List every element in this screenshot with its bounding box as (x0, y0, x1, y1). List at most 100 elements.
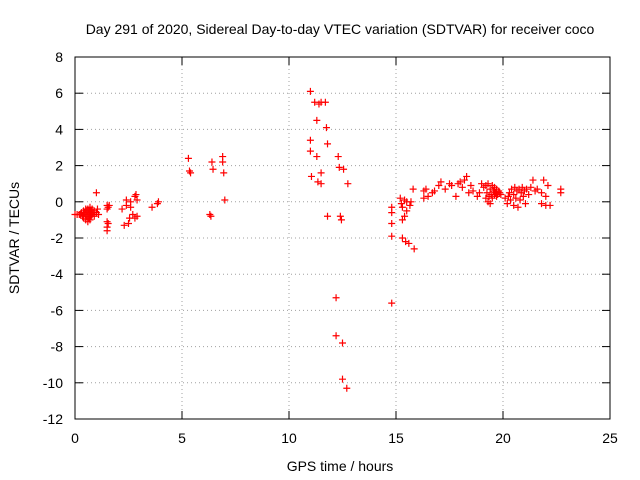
data-point (452, 192, 460, 200)
data-point (208, 158, 216, 166)
data-point (483, 189, 491, 197)
x-tick-label: 20 (495, 430, 511, 446)
y-tick-label: -10 (43, 375, 63, 391)
y-tick-label: 6 (55, 85, 63, 101)
data-point (184, 154, 192, 162)
y-tick-labels: -12 -10 -8 -6 -4 -2 0 2 4 6 8 (43, 49, 63, 427)
x-axis-label: GPS time / hours (287, 458, 394, 474)
data-point (221, 196, 229, 204)
data-point (125, 220, 132, 228)
data-point (93, 205, 101, 213)
y-tick-label: -12 (43, 411, 63, 427)
y-tick-label: 2 (55, 158, 63, 174)
data-point (544, 182, 552, 190)
data-point (307, 172, 315, 180)
data-point (557, 189, 565, 197)
y-tick-label: -2 (51, 230, 64, 246)
data-point (148, 203, 156, 211)
y-tick-label: 8 (55, 49, 63, 65)
data-point (504, 192, 512, 200)
data-point (154, 198, 162, 206)
data-point (523, 185, 531, 193)
data-point (424, 192, 432, 200)
data-point (207, 212, 215, 220)
data-point (506, 196, 514, 204)
data-point (317, 169, 325, 177)
data-point (133, 212, 141, 220)
data-point (306, 87, 314, 95)
data-point (478, 180, 486, 188)
data-point (407, 198, 415, 206)
data-point (448, 182, 456, 190)
data-point (503, 200, 511, 208)
data-point (92, 189, 100, 197)
data-point (339, 339, 346, 347)
data-point (473, 192, 481, 200)
data-point (402, 238, 410, 246)
data-point (120, 221, 128, 229)
data-point (332, 332, 340, 340)
data-point (324, 140, 332, 148)
data-point (521, 200, 529, 208)
data-point (185, 167, 193, 175)
data-point (518, 183, 526, 191)
data-point (334, 153, 342, 161)
y-tick-label: 0 (55, 194, 63, 210)
data-point (104, 220, 112, 228)
data-point (469, 187, 477, 195)
data-point (90, 212, 98, 220)
data-point (335, 163, 343, 171)
data-point (306, 136, 314, 144)
data-point (505, 189, 513, 197)
chart-title: Day 291 of 2020, Sidereal Day-to-day VTE… (86, 21, 595, 37)
data-point (396, 194, 404, 202)
data-point (324, 212, 332, 220)
data-point (519, 192, 527, 200)
data-point (405, 239, 413, 247)
data-point (187, 169, 195, 177)
data-point (388, 209, 396, 217)
data-point (340, 165, 348, 173)
x-tick-label: 25 (602, 430, 618, 446)
data-point (406, 201, 414, 209)
y-tick-label: -6 (51, 302, 64, 318)
data-point (510, 201, 518, 209)
data-point (344, 180, 352, 188)
data-point (388, 232, 396, 240)
data-point (497, 191, 505, 199)
data-point (542, 192, 550, 200)
data-point (311, 98, 319, 106)
data-point (397, 200, 405, 208)
data-point (220, 169, 228, 177)
data-point (317, 180, 325, 188)
data-point (313, 116, 321, 124)
data-point (219, 158, 227, 166)
data-point (538, 189, 546, 197)
x-tick-label: 0 (71, 430, 79, 446)
x-tick-label: 10 (281, 430, 297, 446)
data-point (435, 182, 443, 190)
data-point (456, 178, 464, 186)
data-point (409, 185, 417, 193)
data-point (306, 147, 314, 155)
data-point (516, 196, 524, 204)
data-point (527, 183, 535, 191)
data-point (339, 375, 346, 383)
data-point (103, 227, 111, 235)
data-point (105, 201, 113, 209)
data-point (122, 196, 130, 204)
data-point (337, 216, 345, 224)
data-point (420, 194, 428, 202)
y-tick-label: 4 (55, 121, 63, 137)
data-point (529, 176, 537, 184)
data-point (314, 178, 322, 186)
data-point (129, 210, 137, 218)
data-point (488, 194, 496, 202)
data-point (388, 220, 396, 228)
data-point (467, 182, 475, 190)
data-point (322, 124, 330, 132)
data-point (486, 200, 494, 208)
data-point (401, 212, 409, 220)
data-point (511, 183, 519, 191)
